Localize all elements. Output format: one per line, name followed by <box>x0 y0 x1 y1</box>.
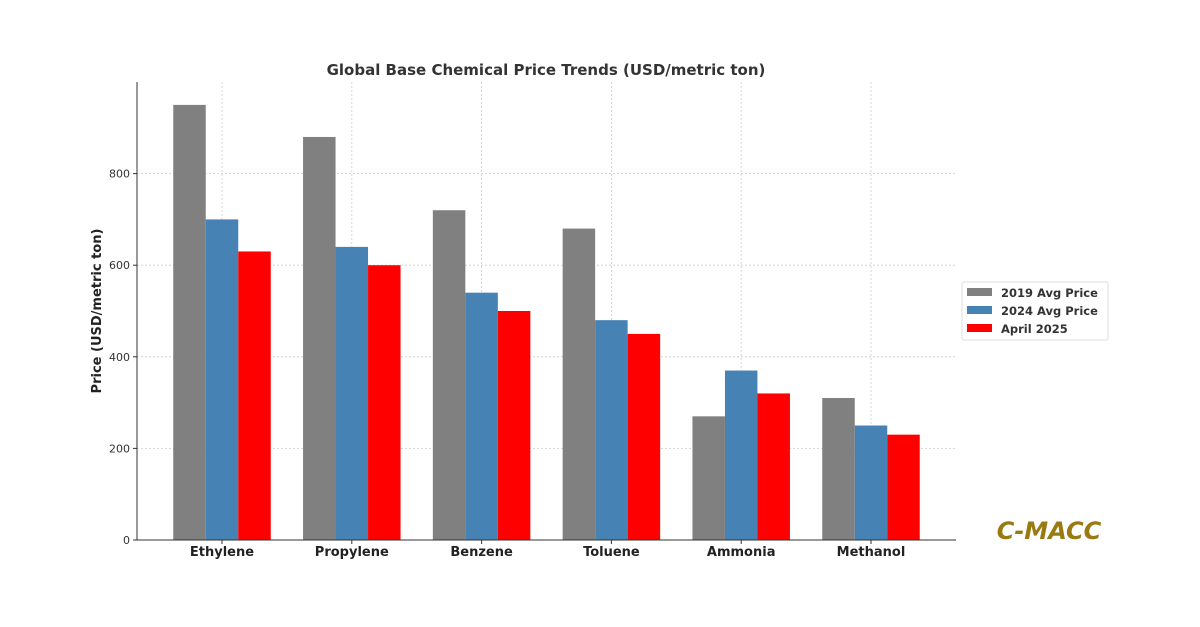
x-tick-label: Toluene <box>583 545 640 560</box>
legend-label: 2019 Avg Price <box>1001 286 1098 300</box>
legend-swatch <box>967 288 992 296</box>
bar-ethylene-0 <box>173 104 206 541</box>
y-axis-label: Price (USD/metric ton) <box>90 229 105 394</box>
bar-propylene-0 <box>303 136 336 540</box>
x-tick-label: Ammonia <box>707 545 776 560</box>
bar-ammonia-0 <box>692 416 725 540</box>
axes <box>136 82 956 541</box>
x-tick-label: Propylene <box>315 545 389 560</box>
bar-methanol-2 <box>887 434 920 540</box>
bar-ammonia-1 <box>724 370 758 540</box>
bar-benzene-2 <box>497 311 531 540</box>
bar-benzene-0 <box>432 210 466 541</box>
y-tick-label: 800 <box>109 168 130 181</box>
y-tick-label: 0 <box>123 534 130 547</box>
bar-methanol-0 <box>822 398 855 540</box>
legend: 2019 Avg Price 2024 Avg Price April 2025 <box>961 281 1109 341</box>
bar-propylene-1 <box>335 246 369 540</box>
legend-swatch <box>967 324 992 332</box>
bar-benzene-1 <box>465 292 498 540</box>
y-ticks: 0 200 400 600 800 <box>109 168 137 547</box>
bar-propylene-2 <box>368 265 401 540</box>
bar-methanol-1 <box>854 425 888 540</box>
legend-swatch <box>967 306 992 314</box>
watermark-logo: C-MACC <box>997 517 1102 545</box>
bar-toluene-0 <box>562 228 596 540</box>
x-tick-label: Methanol <box>837 545 906 560</box>
y-tick-label: 200 <box>109 442 130 455</box>
chart-title: Global Base Chemical Price Trends (USD/m… <box>327 61 766 79</box>
legend-label: 2024 Avg Price <box>1001 304 1098 318</box>
bar-ammonia-2 <box>757 393 790 540</box>
y-tick-label: 600 <box>109 259 130 272</box>
legend-box <box>961 281 1109 341</box>
bar-ethylene-2 <box>238 251 271 540</box>
x-tick-label: Ethylene <box>190 545 254 560</box>
x-ticks: Ethylene Propylene Benzene Toluene Ammonia Me… <box>190 540 905 560</box>
x-tick-label: Benzene <box>450 545 513 560</box>
bar-ethylene-1 <box>205 219 239 540</box>
bar-toluene-2 <box>627 333 661 540</box>
bar-toluene-1 <box>595 320 628 540</box>
bars <box>173 104 920 541</box>
y-tick-label: 400 <box>109 351 130 364</box>
legend-label: April 2025 <box>1001 322 1068 336</box>
